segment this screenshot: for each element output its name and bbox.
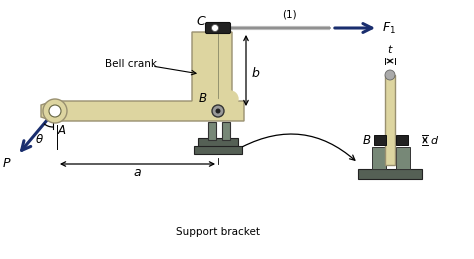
Circle shape (385, 70, 395, 80)
FancyBboxPatch shape (386, 137, 396, 143)
Text: $A$: $A$ (57, 124, 67, 137)
Text: (1): (1) (282, 9, 296, 19)
Text: $b$: $b$ (251, 66, 260, 80)
Polygon shape (41, 32, 244, 121)
Text: $F_1$: $F_1$ (382, 20, 396, 35)
FancyBboxPatch shape (222, 122, 230, 140)
Text: $C$: $C$ (196, 15, 207, 28)
Circle shape (49, 105, 61, 117)
Text: $d$: $d$ (430, 134, 439, 146)
Circle shape (216, 109, 220, 113)
FancyBboxPatch shape (358, 169, 422, 179)
Text: $a$: $a$ (133, 166, 141, 179)
Text: $\theta$: $\theta$ (35, 133, 44, 146)
Circle shape (222, 91, 238, 107)
Text: Bell crank: Bell crank (105, 59, 157, 69)
FancyArrowPatch shape (243, 134, 355, 160)
FancyBboxPatch shape (396, 147, 410, 169)
Text: $P$: $P$ (2, 157, 12, 170)
Circle shape (43, 99, 67, 123)
FancyBboxPatch shape (208, 122, 216, 140)
FancyBboxPatch shape (385, 75, 395, 165)
Text: $B$: $B$ (198, 92, 207, 105)
FancyBboxPatch shape (396, 135, 408, 145)
FancyBboxPatch shape (372, 147, 386, 169)
FancyBboxPatch shape (198, 138, 238, 148)
FancyBboxPatch shape (194, 146, 242, 154)
FancyBboxPatch shape (374, 135, 386, 145)
Text: Support bracket: Support bracket (176, 227, 260, 237)
FancyBboxPatch shape (206, 23, 230, 33)
Circle shape (211, 25, 219, 32)
Text: $t$: $t$ (387, 43, 393, 55)
Circle shape (212, 105, 224, 117)
Text: $B$: $B$ (362, 133, 371, 147)
